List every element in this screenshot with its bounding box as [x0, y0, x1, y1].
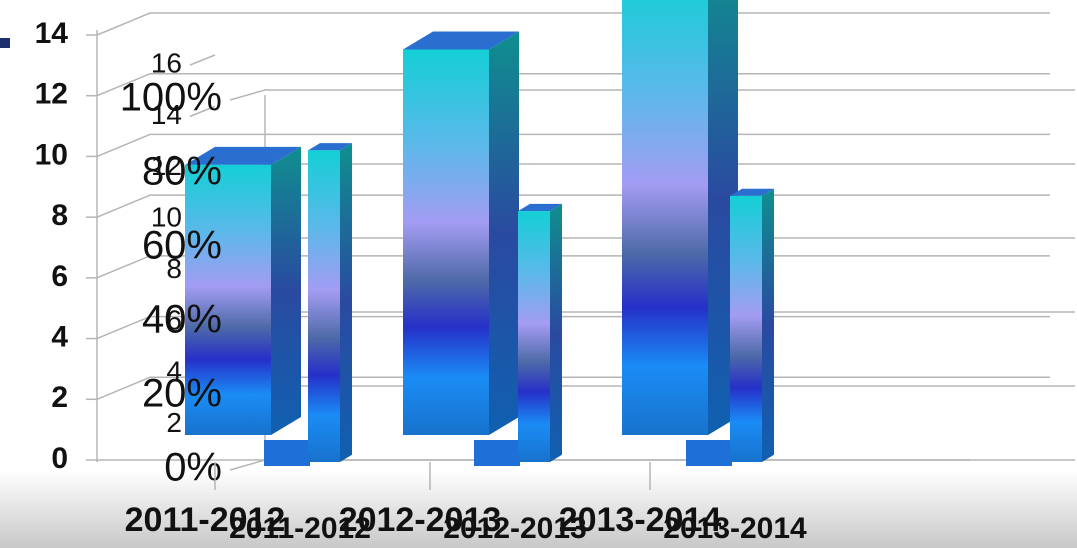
x-tick-label-secondary: 2011-2012 — [229, 512, 371, 545]
x-tick-label: 2012-2013 — [339, 501, 502, 539]
y-tick-label: 2 — [51, 381, 68, 414]
y-tick-label: 12 — [35, 78, 68, 111]
bar-top — [730, 188, 774, 196]
x-tick-label: 2011-2012 — [125, 501, 286, 539]
y3-tick-label: 14 — [151, 99, 182, 130]
y-tick-label: 4 — [51, 320, 68, 353]
grid-line — [96, 72, 1050, 97]
bar — [308, 150, 340, 462]
bar — [730, 195, 762, 462]
bar-top — [403, 31, 519, 50]
y-tick-label: 14 — [35, 17, 69, 50]
bar — [185, 164, 271, 436]
title-fragment — [0, 38, 10, 48]
bar-top — [185, 146, 301, 165]
y2-tick-label: 80% — [142, 150, 222, 194]
bottom-band — [0, 470, 1077, 548]
x-tick-label-secondary: 2012-2013 — [443, 512, 586, 545]
bar-side — [489, 31, 519, 435]
y2-tick-label: 40% — [142, 298, 222, 342]
y3-tick-label: 12 — [151, 150, 182, 181]
grid-line — [96, 12, 1050, 36]
y2-tick-label: 0% — [164, 446, 222, 490]
y3-tick-label: 16 — [151, 47, 182, 78]
bar-side — [271, 146, 301, 436]
x-tick-label: 2013-2014 — [559, 501, 722, 539]
bar-top — [308, 143, 352, 151]
floor-plate — [264, 440, 310, 466]
y2-tick-label: 20% — [142, 372, 222, 416]
y3-tick-label: 4 — [166, 356, 182, 387]
bar-side — [762, 188, 774, 462]
grid-line — [189, 54, 216, 66]
floor-plate — [474, 440, 520, 466]
grid-line — [229, 89, 1075, 101]
bar — [518, 211, 550, 462]
floor-plate — [686, 440, 732, 466]
y-tick-label: 10 — [35, 138, 68, 171]
bar-top — [518, 203, 562, 212]
grid-line — [96, 133, 1050, 158]
y-tick-label: 8 — [51, 199, 68, 232]
y2-tick-label: 60% — [142, 224, 222, 268]
bar — [622, 0, 708, 436]
y-tick-label: 6 — [51, 260, 68, 293]
y3-tick-label: 6 — [166, 304, 182, 335]
bar-side — [550, 203, 562, 462]
y-tick-label: 0 — [51, 442, 68, 475]
y3-tick-label: 10 — [151, 202, 182, 233]
bar — [403, 49, 489, 435]
x-tick-label-secondary: 2013-2014 — [663, 512, 807, 545]
y2-tick-label: 100% — [120, 76, 222, 120]
grid-line — [189, 105, 216, 118]
grid-line — [229, 459, 1075, 471]
bar-side — [340, 143, 352, 462]
y3-tick-label: 2 — [166, 407, 182, 438]
y3-tick-label: 8 — [166, 253, 182, 284]
